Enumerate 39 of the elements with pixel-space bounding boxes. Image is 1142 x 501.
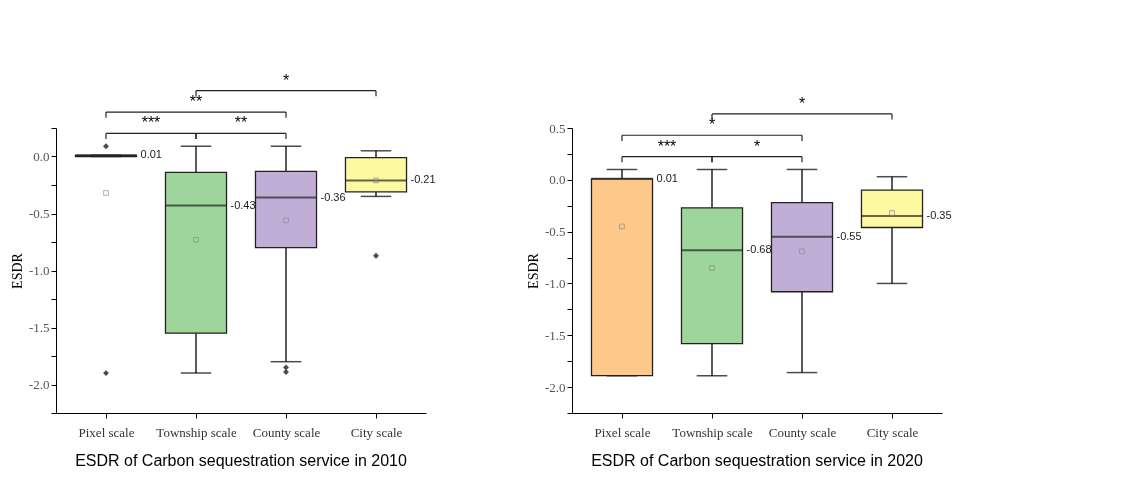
- y-tick-label: -2.0: [28, 377, 50, 392]
- y-axis-title: ESDR: [9, 252, 25, 289]
- x-tick-label: Pixel scale: [594, 424, 651, 440]
- y-axis-title: ESDR: [525, 252, 541, 289]
- text: **: [189, 93, 203, 111]
- y-tick-label: 0.0: [33, 149, 50, 164]
- annotation: *: [708, 116, 716, 134]
- x-tick-label: Pixel scale: [78, 424, 135, 440]
- text: *: [798, 94, 806, 112]
- annotation: **: [234, 114, 248, 132]
- x-tick-label: City scale: [866, 424, 919, 440]
- y-tick-label: -1.0: [544, 275, 566, 291]
- text: ESDR of Carbon sequestration service in 2010: [75, 452, 407, 469]
- y-tick-label: 0.0: [549, 172, 566, 188]
- y-tick-label: -0.5: [544, 224, 566, 240]
- y-tick-label: 0.5: [549, 120, 566, 136]
- y-tick-label: -0.5: [28, 206, 50, 221]
- text: *: [282, 71, 290, 89]
- annotation: -0.36: [320, 190, 346, 203]
- annotation: -0.43: [230, 198, 256, 211]
- annotation: *: [753, 137, 761, 155]
- x-tick-label: County scale: [768, 424, 837, 440]
- x-tick-label: Township scale: [672, 424, 753, 440]
- y-tick-label: -1.0: [28, 263, 50, 278]
- annotation: -0.68: [746, 243, 772, 256]
- y-tick-label: -2.0: [544, 379, 566, 395]
- annotation: 0.01: [140, 148, 162, 161]
- annotation: -0.55: [836, 229, 862, 242]
- annotation: -0.35: [926, 209, 952, 222]
- annotation: ***: [657, 137, 677, 155]
- annotation: 0.01: [656, 171, 678, 184]
- annotation: -0.21: [410, 173, 436, 186]
- x-tick-label: County scale: [252, 424, 321, 440]
- y-tick-label: -1.5: [544, 327, 566, 343]
- y-tick-label: -1.5: [28, 320, 50, 335]
- x-tick-label: City scale: [350, 424, 403, 440]
- text: ESDR of Carbon sequestration service in 2020: [591, 452, 923, 469]
- annotation: ***: [141, 114, 161, 132]
- x-tick-label: Township scale: [156, 424, 237, 440]
